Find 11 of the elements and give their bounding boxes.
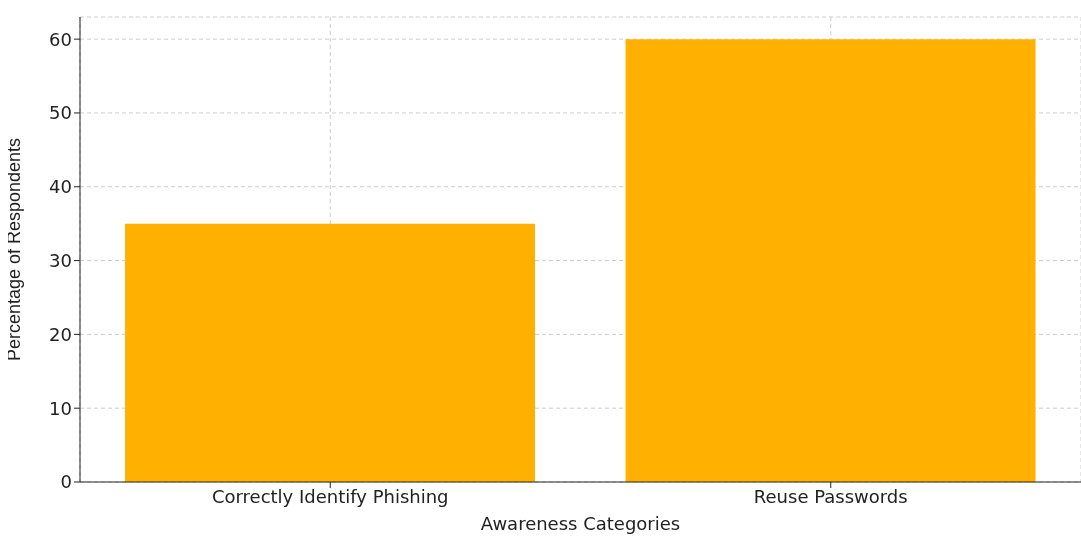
y-tick-label: 10	[49, 397, 72, 419]
x-axis-title: Awareness Categories	[480, 513, 681, 534]
x-tick-label: Reuse Passwords	[753, 485, 908, 507]
y-tick-label: 60	[49, 28, 72, 50]
y-tick-label: 20	[49, 323, 72, 345]
y-tick-label: 0	[60, 471, 72, 493]
x-tick-label: Correctly Identify Phishing	[211, 485, 449, 507]
y-axis-title: Percentage of Respondents	[4, 137, 25, 362]
y-tick-label: 30	[49, 249, 72, 271]
y-tick-label: 40	[49, 176, 72, 198]
y-tick-label: 50	[49, 102, 72, 124]
